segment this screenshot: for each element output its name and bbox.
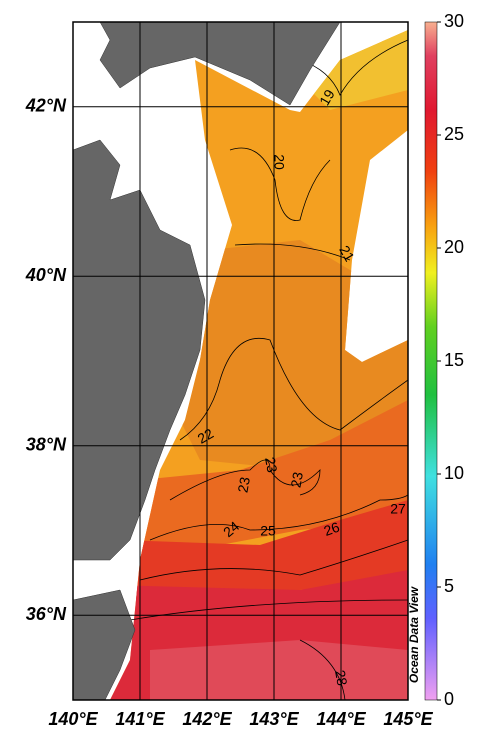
x-tick-label: 144°E <box>316 709 366 729</box>
contour-label: 21 <box>336 243 358 265</box>
colorbar-tick-label: 30 <box>444 11 464 31</box>
y-tick-label: 42°N <box>25 96 67 116</box>
x-tick-label: 140°E <box>48 709 98 729</box>
contour-label: 23 <box>262 456 280 474</box>
frame <box>72 21 409 701</box>
x-tick-label: 145°E <box>383 709 433 729</box>
contour-label: 27 <box>390 501 406 517</box>
x-tick-label: 143°E <box>249 709 299 729</box>
colorbar-tick-label: 25 <box>444 124 464 144</box>
colorbar-tick-label: 5 <box>444 576 454 596</box>
contour-label: 20 <box>271 154 287 170</box>
x-tick-label: 141°E <box>115 709 165 729</box>
contour-label: 22 <box>195 425 217 447</box>
y-tick-label: 38°N <box>26 435 67 455</box>
contour-label: 26 <box>322 519 342 539</box>
contour-label: 23 <box>234 476 252 494</box>
contour-label: 28 <box>332 669 350 687</box>
contour-label: 23 <box>287 471 305 489</box>
contours <box>129 39 409 701</box>
watermark: Ocean Data View <box>407 586 421 683</box>
colorbar-tick-label: 10 <box>444 463 464 483</box>
colorbar <box>424 21 438 701</box>
x-tick-label: 142°E <box>182 709 232 729</box>
colorbar-tick-label: 0 <box>444 689 454 709</box>
colorbar-tick-label: 15 <box>444 350 464 370</box>
contour-label: 25 <box>260 523 276 539</box>
land <box>72 21 341 701</box>
colorbar-tick-label: 20 <box>444 237 464 257</box>
y-tick-label: 36°N <box>26 604 67 624</box>
contour-label: 19 <box>316 86 338 108</box>
y-tick-label: 40°N <box>25 265 67 285</box>
